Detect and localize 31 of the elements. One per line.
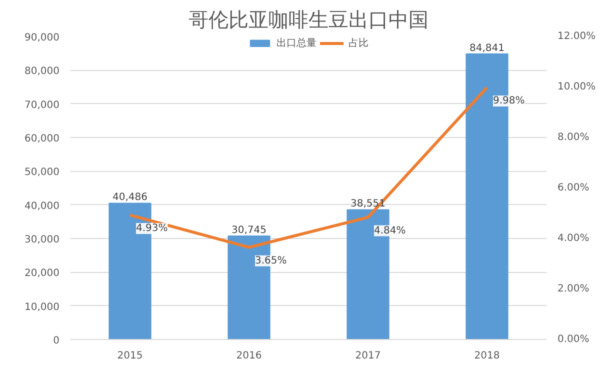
x-tick-label: 2017 [355, 350, 381, 362]
x-tick-label: 2018 [474, 350, 500, 362]
data-label: 4.84% [374, 225, 406, 236]
y-tick-label: 50,000 [24, 167, 60, 178]
chart-title: 哥伦比亚咖啡生豆出口中国 [188, 8, 428, 32]
y-tick-label: 40,000 [24, 200, 60, 212]
y2-tick-label: 6.00% [558, 182, 590, 194]
data-label: 30,745 [232, 224, 267, 236]
y-tick-label: 30,000 [24, 234, 60, 246]
y2-tick-label: 8.00% [558, 132, 590, 143]
y-tick-label: 0 [53, 336, 60, 346]
data-label: 3.65% [255, 255, 287, 266]
x-tick-label: 2016 [236, 350, 262, 362]
y-tick-label: 90,000 [24, 32, 60, 44]
y2-tick-label: 0.00% [558, 334, 590, 345]
data-label: 84,841 [470, 42, 505, 54]
data-label: 9.98% [493, 96, 525, 107]
x-tick-label: 2015 [117, 350, 143, 362]
y-tick-label: 80,000 [24, 66, 60, 78]
y2-tick-label: 10.00% [558, 82, 596, 92]
y-tick-label: 10,000 [24, 302, 60, 313]
y-tick-label: 60,000 [24, 134, 60, 144]
legend-label: 占比 [348, 36, 368, 50]
legend-label: 出口总量 [276, 36, 316, 50]
data-label: 4.93% [136, 223, 168, 234]
y2-tick-label: 4.00% [558, 233, 590, 244]
data-label: 40,486 [112, 192, 148, 204]
y-tick-label: 70,000 [24, 100, 60, 111]
y-tick-label: 20,000 [24, 268, 60, 280]
y2-tick-label: 2.00% [558, 284, 590, 294]
y2-tick-label: 12.00% [558, 31, 596, 42]
